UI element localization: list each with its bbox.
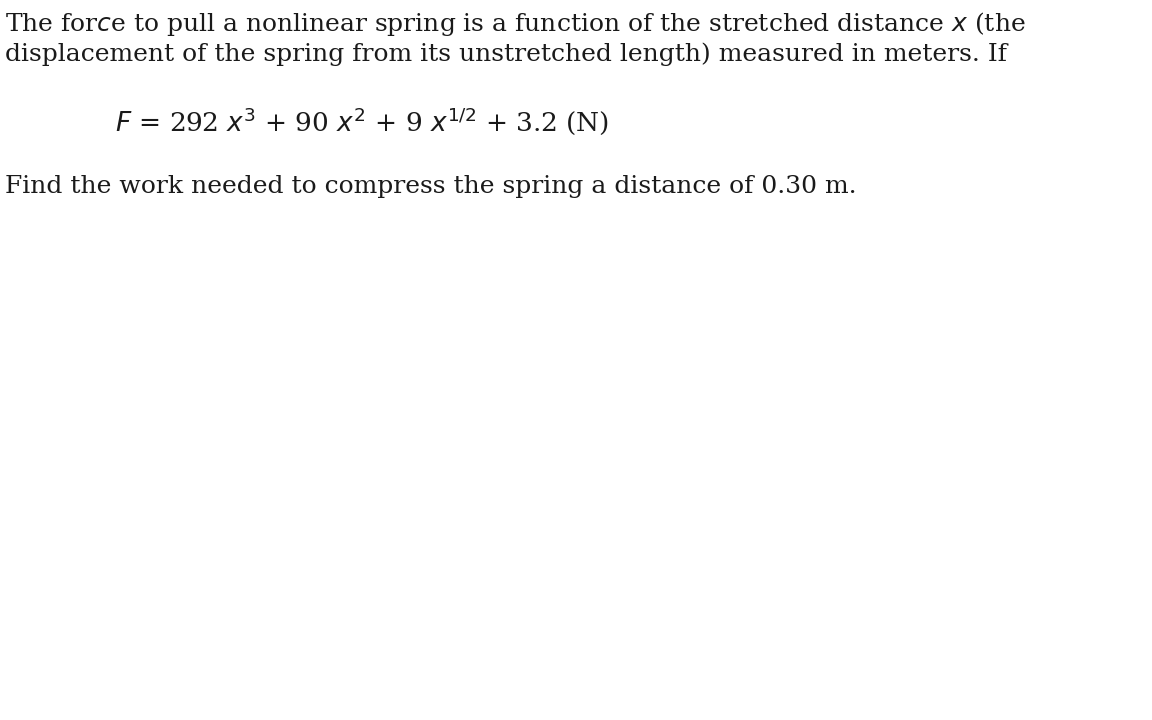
Text: The for$\mathit{c}$e to pull a nonlinear spring is a function of the stretched d: The for$\mathit{c}$e to pull a nonlinear… [5,10,1025,38]
Text: Find the work needed to compress the spring a distance of 0.30 m.: Find the work needed to compress the spr… [5,175,857,198]
Text: $F$ = 292 $x^3$ + 90 $x^2$ + 9 $x^{1/2}$ + 3.2 (N): $F$ = 292 $x^3$ + 90 $x^2$ + 9 $x^{1/2}$… [115,105,609,137]
Text: displacement of the spring from its unstretched length) measured in meters. If: displacement of the spring from its unst… [5,42,1007,66]
